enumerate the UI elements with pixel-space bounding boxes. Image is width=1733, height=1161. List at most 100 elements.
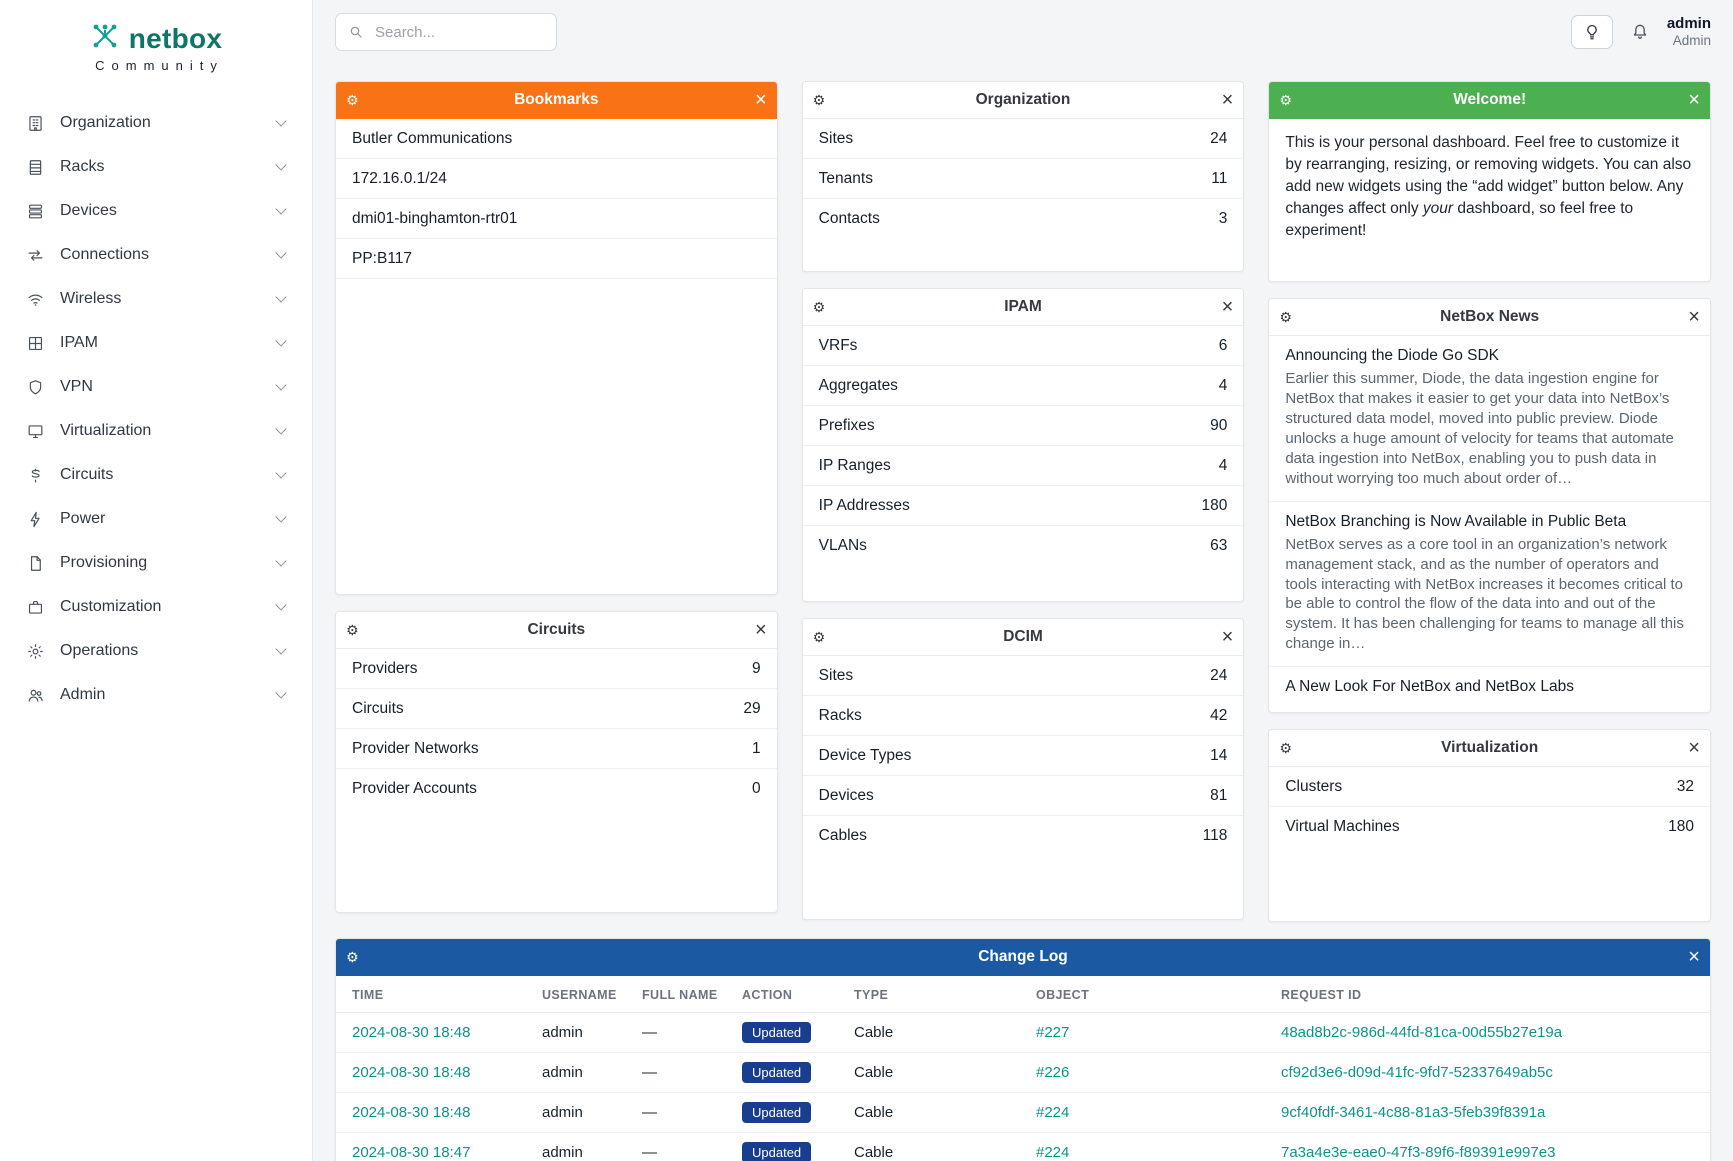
brand-name: netbox: [128, 22, 223, 54]
stat-label[interactable]: Provider Networks: [352, 739, 479, 757]
stat-value: 42: [1210, 706, 1228, 724]
stat-row: Clusters 32: [1269, 767, 1710, 807]
widget-close-icon[interactable]: ×: [1672, 90, 1700, 110]
stat-label[interactable]: Device Types: [818, 746, 912, 764]
sidebar-item-provisioning[interactable]: Provisioning: [0, 541, 312, 585]
bookmarks-widget: ⚙ Bookmarks × Butler Communications 172.…: [335, 81, 778, 595]
changelog-time-link[interactable]: 2024-08-30 18:48: [352, 1064, 471, 1081]
stat-label[interactable]: Sites: [818, 666, 854, 684]
stat-label[interactable]: Contacts: [818, 210, 880, 227]
widget-close-icon[interactable]: ×: [1205, 297, 1234, 317]
stat-label[interactable]: Virtual Machines: [1285, 818, 1400, 835]
stat-row: Virtual Machines 180: [1269, 807, 1710, 847]
widget-config-gear-icon[interactable]: ⚙: [1279, 309, 1307, 326]
sidebar-item-operations[interactable]: Operations: [0, 629, 312, 673]
sidebar-item-organization[interactable]: Organization: [0, 101, 312, 145]
sidebar-item-admin[interactable]: Admin: [0, 673, 312, 717]
stat-label[interactable]: Cables: [818, 827, 867, 844]
stat-label[interactable]: Prefixes: [818, 416, 875, 434]
chevron-down-icon: [275, 114, 287, 127]
widget-config-gear-icon[interactable]: ⚙: [813, 629, 841, 646]
sidebar-item-label: Organization: [60, 114, 151, 131]
stat-value: 0: [752, 780, 761, 797]
widget-close-icon[interactable]: ×: [1672, 947, 1700, 967]
bookmarks-widget-header: ⚙ Bookmarks ×: [336, 82, 777, 119]
widget-close-icon[interactable]: ×: [1205, 627, 1234, 647]
stat-row: Tenants 11: [802, 159, 1244, 199]
welcome-text-part: dashboard, so feel free to experiment!: [1285, 200, 1634, 239]
notifications-bell-icon[interactable]: [1630, 22, 1650, 42]
news-headline[interactable]: Announcing the Diode Go SDK: [1285, 347, 1500, 364]
stat-label[interactable]: Devices: [818, 786, 874, 804]
changelog-type: Cable: [838, 1052, 1020, 1093]
widget-title: Bookmarks: [514, 91, 599, 108]
widget-config-gear-icon[interactable]: ⚙: [346, 949, 374, 966]
changelog-object-link[interactable]: #226: [1036, 1064, 1070, 1081]
bookmark-link[interactable]: 172.16.0.1/24: [352, 169, 447, 187]
sidebar-item-ipam[interactable]: IPAM: [0, 321, 312, 365]
changelog-time-link[interactable]: 2024-08-30 18:48: [352, 1104, 471, 1121]
stat-label[interactable]: Provider Accounts: [352, 780, 477, 797]
changelog-object-link[interactable]: #224: [1036, 1104, 1070, 1121]
shield-icon: [25, 377, 45, 397]
brand-logo[interactable]: netbox: [0, 22, 312, 55]
bookmark-link[interactable]: dmi01-binghamton-rtr01: [352, 209, 518, 227]
changelog-time-link[interactable]: 2024-08-30 18:47: [352, 1144, 471, 1161]
widget-config-gear-icon[interactable]: ⚙: [1279, 740, 1307, 757]
stat-label[interactable]: Aggregates: [818, 376, 898, 394]
news-headline[interactable]: NetBox Branching is Now Available in Pub…: [1285, 512, 1627, 530]
sidebar-item-power[interactable]: Power: [0, 497, 312, 541]
widget-close-icon[interactable]: ×: [739, 90, 767, 110]
stat-value: 29: [743, 699, 761, 717]
welcome-widget: ⚙ Welcome! × This is your personal dashb…: [1268, 81, 1711, 282]
theme-toggle-button[interactable]: [1570, 15, 1613, 49]
stat-label[interactable]: IP Addresses: [818, 496, 910, 514]
sidebar-item-wireless[interactable]: Wireless: [0, 277, 312, 321]
sidebar-item-circuits[interactable]: Circuits: [0, 453, 312, 497]
changelog-username: admin: [526, 1012, 626, 1053]
stat-label[interactable]: VLANs: [818, 537, 867, 554]
changelog-requestid-link[interactable]: 48ad8b2c-986d-44fd-81ca-00d55b27e19a: [1281, 1024, 1563, 1041]
sidebar-item-devices[interactable]: Devices: [0, 189, 312, 233]
user-menu[interactable]: admin Admin: [1667, 15, 1711, 49]
changelog-table: Time Username Full Name Action Type Obje…: [336, 976, 1710, 1161]
sidebar-item-vpn[interactable]: VPN: [0, 365, 312, 409]
sidebar: netbox Community Organization Racks Devi…: [0, 0, 313, 1161]
widget-close-icon[interactable]: ×: [1672, 738, 1700, 758]
changelog-requestid-link[interactable]: 7a3a4e3e-eae0-47f3-89f6-f89391e997e3: [1281, 1144, 1556, 1161]
stat-label[interactable]: Circuits: [352, 699, 404, 717]
changelog-requestid-link[interactable]: 9cf40fdf-3461-4c88-81a3-5feb39f8391a: [1281, 1104, 1546, 1121]
widget-close-icon[interactable]: ×: [739, 620, 767, 640]
news-headline[interactable]: A New Look For NetBox and NetBox Labs: [1285, 678, 1574, 696]
stat-label[interactable]: Providers: [352, 659, 418, 677]
stat-row: IP Addresses 180: [802, 486, 1244, 526]
changelog-object-link[interactable]: #227: [1036, 1024, 1070, 1041]
sidebar-item-virtualization[interactable]: Virtualization: [0, 409, 312, 453]
search-input[interactable]: [373, 22, 544, 42]
changelog-row: 2024-08-30 18:48 admin — Updated Cable #…: [336, 1052, 1710, 1093]
widget-config-gear-icon[interactable]: ⚙: [1279, 92, 1307, 109]
sidebar-item-connections[interactable]: Connections: [0, 233, 312, 277]
stat-label[interactable]: Tenants: [818, 169, 873, 187]
changelog-requestid-link[interactable]: cf92d3e6-d09d-41fc-9fd7-52337649ab5c: [1281, 1064, 1553, 1081]
sidebar-item-racks[interactable]: Racks: [0, 145, 312, 189]
ipam-widget-header: ⚙ IPAM ×: [802, 289, 1244, 326]
sidebar-item-customization[interactable]: Customization: [0, 585, 312, 629]
widget-close-icon[interactable]: ×: [1672, 307, 1700, 327]
stat-row: Aggregates 4: [802, 366, 1244, 406]
widget-config-gear-icon[interactable]: ⚙: [813, 299, 841, 316]
bookmark-link[interactable]: PP:B117: [352, 249, 413, 267]
news-widget-header: ⚙ NetBox News ×: [1269, 299, 1710, 336]
stat-label[interactable]: VRFs: [818, 336, 858, 354]
widget-close-icon[interactable]: ×: [1205, 90, 1234, 110]
widget-config-gear-icon[interactable]: ⚙: [346, 92, 374, 109]
bookmark-link[interactable]: Butler Communications: [352, 129, 513, 147]
widget-config-gear-icon[interactable]: ⚙: [813, 92, 841, 109]
stat-label[interactable]: IP Ranges: [818, 456, 891, 474]
changelog-object-link[interactable]: #224: [1036, 1144, 1070, 1161]
widget-config-gear-icon[interactable]: ⚙: [346, 622, 374, 639]
stat-label[interactable]: Clusters: [1285, 777, 1343, 795]
stat-label[interactable]: Racks: [818, 706, 862, 724]
changelog-time-link[interactable]: 2024-08-30 18:48: [352, 1024, 471, 1041]
stat-label[interactable]: Sites: [818, 129, 854, 147]
